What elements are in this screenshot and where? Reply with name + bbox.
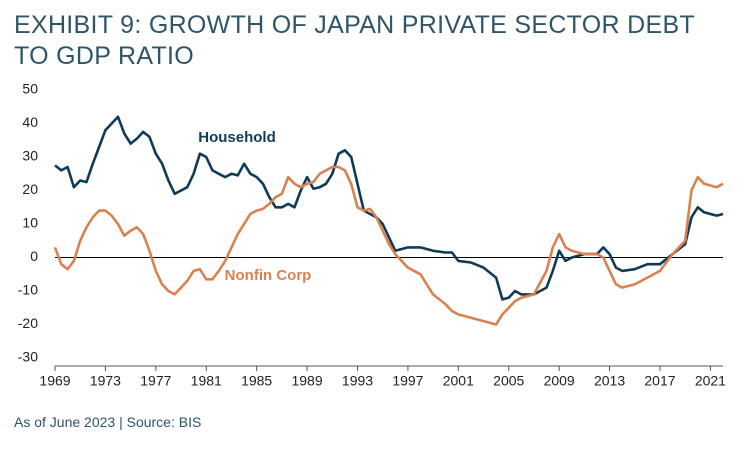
x-tick-label: 1997 <box>392 373 423 389</box>
x-tick-label: 1981 <box>191 373 222 389</box>
y-tick-label: 50 <box>22 81 38 97</box>
y-tick-label: 30 <box>22 148 38 164</box>
y-tick-label: 20 <box>22 181 38 197</box>
source-note: As of June 2023 | Source: BIS <box>14 414 202 430</box>
x-tick-label: 2009 <box>544 373 575 389</box>
x-tick-label: 1993 <box>342 373 373 389</box>
x-tick-label: 1973 <box>90 373 121 389</box>
x-tick-label: 2021 <box>695 373 726 389</box>
x-tick-label: 1977 <box>140 373 171 389</box>
x-tick-label: 2001 <box>443 373 474 389</box>
y-tick-label: -20 <box>18 315 38 331</box>
x-tick-label: 2005 <box>493 373 524 389</box>
y-tick-label: 0 <box>30 248 38 264</box>
y-tick-label: 10 <box>22 215 38 231</box>
x-tick-label: 2017 <box>644 373 675 389</box>
chart-title: EXHIBIT 9: GROWTH OF JAPAN PRIVATE SECTO… <box>14 11 695 70</box>
series-line <box>53 165 724 326</box>
x-tick-label: 1969 <box>39 373 70 389</box>
y-tick-label: -30 <box>18 349 38 365</box>
x-tick-label: 1985 <box>241 373 272 389</box>
y-tick-label: 40 <box>22 114 38 130</box>
series-label: Nonfin Corp <box>225 267 312 284</box>
x-tick-label: 2013 <box>594 373 625 389</box>
series-label: Household <box>198 129 276 146</box>
y-tick-label: -10 <box>18 282 38 298</box>
chart: -30 -20 -10 0 10 20 30 40 50 1969 1973 1977 1981 1985… <box>18 81 726 389</box>
x-tick-label: 1989 <box>291 373 322 389</box>
